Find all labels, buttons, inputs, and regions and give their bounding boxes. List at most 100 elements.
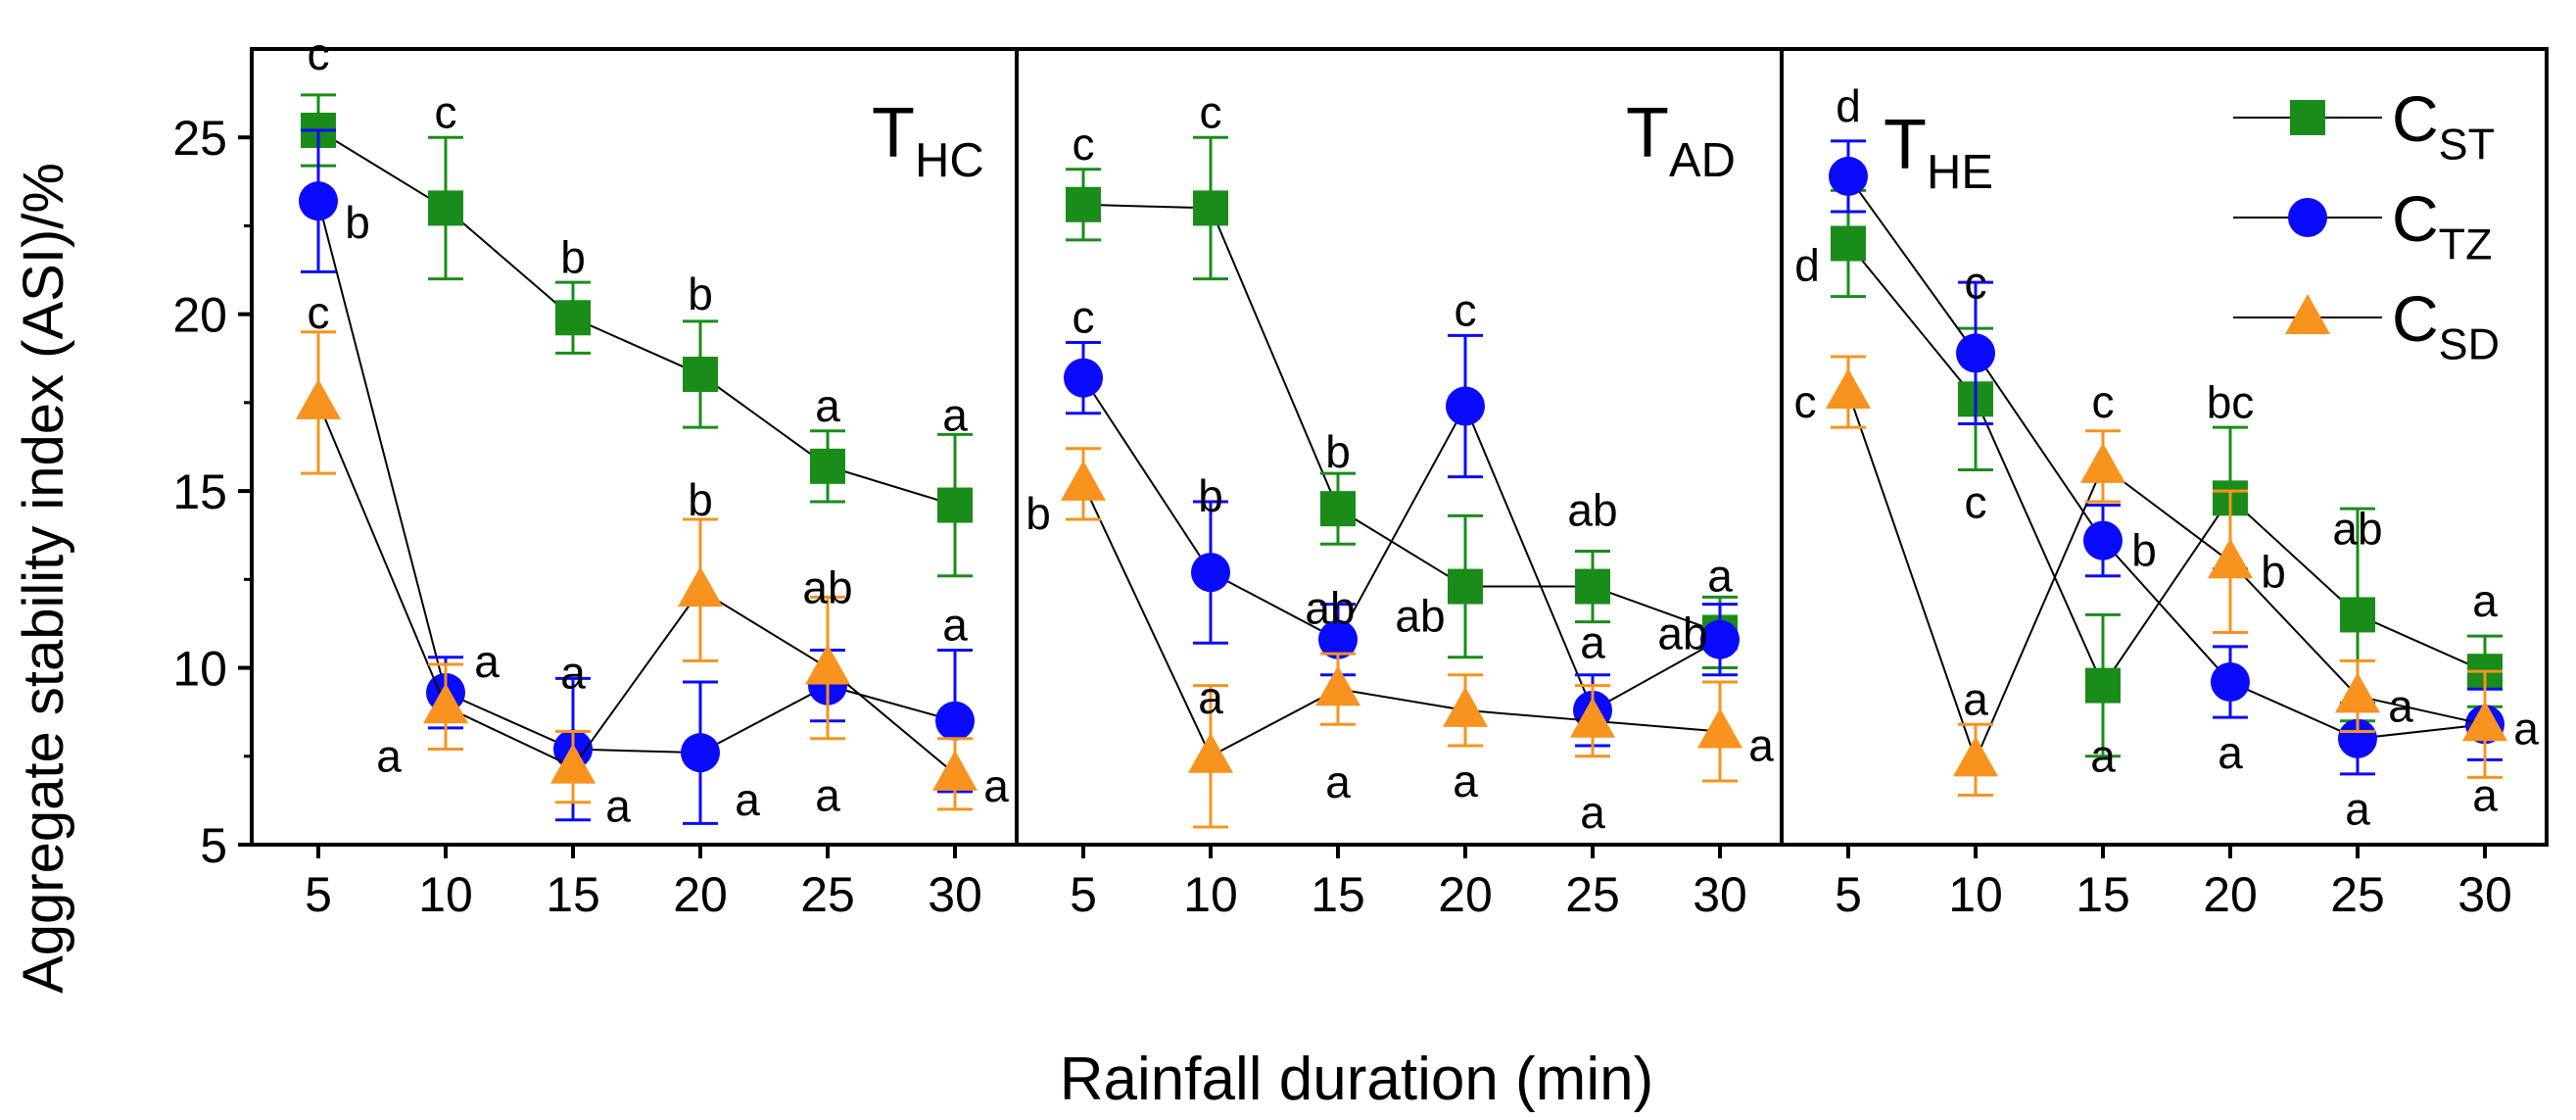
y-tick-label: 5 (200, 818, 227, 873)
series-line (317, 200, 956, 755)
significance-letter: ab (802, 562, 852, 613)
data-point-triangle (1570, 697, 1615, 738)
x-tick-label: 10 (1183, 867, 1238, 922)
significance-letter: c (1794, 376, 1817, 427)
significance-letter: c (308, 28, 330, 79)
data-point-square (1320, 491, 1356, 527)
significance-letter: a (2345, 784, 2370, 835)
legend-label-subscript: TZ (2439, 219, 2493, 268)
data-point-circle (299, 181, 338, 221)
data-point-circle (2083, 520, 2123, 560)
significance-letter: a (815, 770, 840, 821)
y-axis-label: Aggregate stability index (ASI)/% (12, 163, 75, 994)
significance-letter: a (1198, 672, 1223, 723)
data-point-square (555, 300, 591, 336)
significance-letter: b (1198, 470, 1223, 521)
significance-letter: c (1200, 86, 1222, 137)
significance-letter: a (605, 781, 631, 832)
significance-letter: a (2388, 680, 2413, 731)
legend-item-CSD: CSD (2233, 282, 2500, 368)
significance-letter: b (688, 474, 713, 525)
significance-letter: ab (2332, 503, 2382, 554)
data-point-triangle (2208, 538, 2253, 579)
data-point-square (1831, 225, 1866, 262)
panel-title-subscript: AD (1669, 134, 1736, 187)
significance-letter: c (1073, 119, 1095, 170)
significance-letter: a (1580, 617, 1605, 668)
legend-item-CTZ: CTZ (2233, 182, 2493, 268)
x-tick-label: 15 (546, 867, 600, 922)
significance-letter: b (345, 197, 370, 248)
significance-letter: ab (1395, 591, 1445, 642)
panel-title: THE (1884, 106, 1993, 199)
data-point-square (2085, 667, 2121, 704)
panel-title: TAD (1626, 94, 1736, 187)
significance-letter: a (2218, 727, 2243, 778)
data-point-triangle (1443, 686, 1488, 727)
legend-label-base: C (2392, 182, 2439, 255)
significance-letter: a (2090, 731, 2116, 782)
data-point-triangle (932, 750, 978, 791)
data-point-square (810, 448, 845, 484)
data-point-triangle (1061, 460, 1106, 501)
significance-letter: ab (1567, 485, 1617, 536)
significance-letter: c (1965, 476, 1987, 527)
series-layer (296, 93, 2507, 829)
x-tick-label: 5 (1835, 867, 1862, 922)
significance-letter: a (815, 380, 840, 431)
data-point-circle (1318, 619, 1358, 659)
x-tick-label: 10 (1948, 867, 2003, 922)
data-point-triangle (2462, 701, 2507, 742)
significance-letter: b (1026, 488, 1051, 539)
series-CSD-panel-1 (296, 330, 978, 811)
data-point-triangle (1188, 732, 1233, 773)
series-CTZ-panel-3 (1829, 139, 2504, 776)
data-point-square (683, 357, 718, 393)
significance-letter: bc (2207, 376, 2255, 427)
legend-label: CST (2392, 82, 2495, 169)
x-tick-label: 20 (2203, 867, 2258, 922)
data-point-square (2290, 100, 2325, 135)
significance-letter: a (1580, 787, 1605, 838)
data-point-circle (1064, 358, 1103, 398)
data-point-circle (2288, 198, 2327, 237)
significance-letter: b (560, 231, 586, 282)
data-point-triangle (805, 644, 850, 685)
data-point-triangle (550, 743, 596, 784)
series-line (1847, 242, 2486, 688)
x-tick-label: 30 (2457, 867, 2512, 922)
series-line (1082, 203, 1721, 634)
panel-title-subscript: HC (915, 134, 984, 187)
x-tick-label: 25 (800, 867, 855, 922)
series-CST-panel-2 (1066, 135, 1738, 670)
panel-title-base: T (1884, 106, 1927, 184)
data-point-square (428, 190, 463, 226)
x-tick-label: 30 (1693, 867, 1747, 922)
data-point-square (937, 487, 973, 523)
series-line (317, 402, 956, 775)
data-point-circle (681, 733, 720, 773)
legend-item-CST: CST (2233, 82, 2495, 169)
significance-letter: a (735, 774, 760, 825)
significance-letter: c (435, 86, 457, 137)
series-CTZ-panel-2 (1064, 333, 1740, 748)
series-line (1082, 377, 1721, 712)
significance-letter: a (1453, 755, 1478, 806)
legend-label: CTZ (2392, 182, 2493, 268)
x-tick-label: 25 (2330, 867, 2385, 922)
series-line (1847, 391, 2486, 763)
x-tick-label: 5 (305, 867, 332, 922)
data-point-square (1193, 190, 1228, 226)
data-point-triangle (2335, 672, 2380, 713)
series-line (317, 129, 956, 507)
x-tick-label: 25 (1565, 867, 1620, 922)
significance-letter: d (1836, 80, 1861, 131)
data-point-circle (1829, 156, 1868, 196)
x-axis-label: Rainfall duration (min) (1060, 1046, 1653, 1113)
significance-letter: b (2131, 525, 2157, 576)
y-tick-label: 25 (172, 111, 227, 166)
series-CSD-panel-3 (1826, 355, 2507, 797)
significance-letter: a (474, 636, 500, 687)
